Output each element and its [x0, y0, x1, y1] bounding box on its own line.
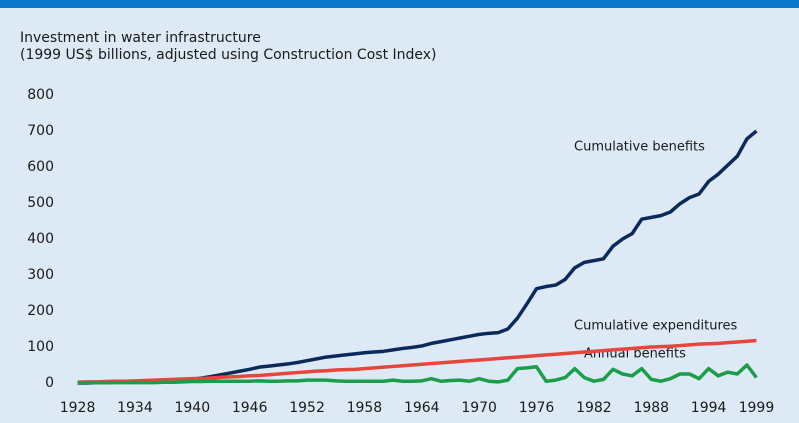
x-tick-label: 1946: [232, 400, 268, 416]
x-tick-label: 1982: [576, 400, 612, 416]
y-tick-label: 0: [45, 375, 54, 391]
x-tick-label: 1934: [117, 400, 153, 416]
x-tick-label: 1976: [519, 400, 555, 416]
y-tick-label: 500: [27, 195, 54, 211]
x-tick-label: 1999: [739, 400, 775, 416]
x-tick-label: 1928: [60, 400, 96, 416]
y-tick-label: 200: [27, 303, 54, 319]
annotation: Cumulative expenditures: [574, 319, 738, 334]
series-line: [77, 363, 758, 385]
top-band: [0, 0, 799, 8]
y-tick-label: 800: [27, 87, 54, 103]
x-tick-label: 1952: [289, 400, 325, 416]
chart-subtitle: (1999 US$ billions, adjusted using Const…: [20, 47, 437, 63]
x-tick-label: 1988: [633, 400, 669, 416]
y-tick-label: 600: [27, 159, 54, 175]
x-tick-label: 1958: [347, 400, 383, 416]
x-tick-label: 1994: [691, 400, 727, 416]
x-tick-label: 1964: [404, 400, 440, 416]
y-tick-label: 700: [27, 123, 54, 139]
y-tick-label: 300: [27, 267, 54, 283]
chart-title: Investment in water infrastructure: [20, 30, 261, 46]
y-tick-label: 100: [27, 339, 54, 355]
y-tick-label: 400: [27, 231, 54, 247]
annotation: Cumulative benefits: [574, 140, 705, 155]
x-tick-label: 1940: [174, 400, 210, 416]
x-tick-label: 1970: [461, 400, 497, 416]
series-line: [77, 338, 757, 385]
